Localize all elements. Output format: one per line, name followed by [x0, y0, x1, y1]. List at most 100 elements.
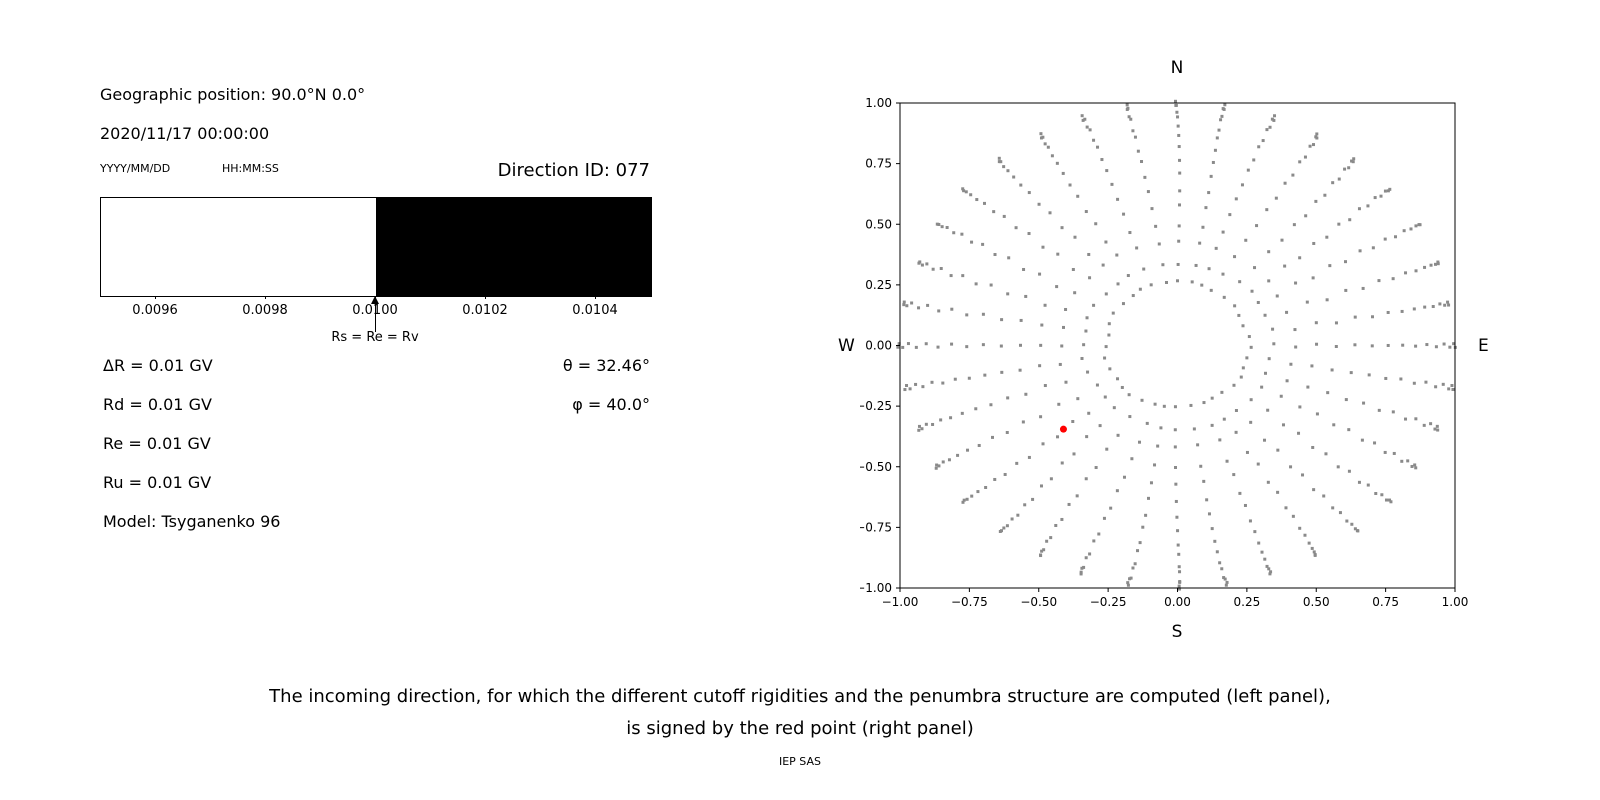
- direction-dot: [1409, 227, 1413, 231]
- y-tick-label: 0.50: [865, 217, 892, 231]
- direction-dot: [1370, 315, 1374, 319]
- direction-dot: [1157, 242, 1161, 246]
- direction-dot: [1441, 382, 1445, 386]
- direction-dot: [1178, 580, 1182, 584]
- direction-dot: [1210, 396, 1214, 400]
- direction-dot: [1153, 463, 1157, 467]
- direction-dot: [1149, 283, 1153, 287]
- direction-dot: [1276, 448, 1280, 452]
- direction-dot: [905, 384, 909, 388]
- direction-dot: [981, 343, 985, 347]
- direction-dot: [1037, 202, 1041, 206]
- direction-dot: [1252, 158, 1256, 162]
- direction-dot: [1240, 183, 1244, 187]
- direction-dot: [1198, 241, 1202, 245]
- direction-dot: [1178, 587, 1182, 591]
- direction-dot: [1060, 226, 1064, 230]
- direction-dot: [1027, 455, 1031, 459]
- direction-dot: [1285, 310, 1289, 314]
- direction-dot: [1211, 160, 1215, 164]
- direction-dot: [967, 376, 971, 380]
- direction-dot: [1104, 345, 1108, 349]
- direction-dot: [1404, 417, 1408, 421]
- direction-dot: [1298, 160, 1302, 164]
- direction-dot: [1103, 356, 1107, 360]
- direction-dot: [1082, 565, 1086, 569]
- direction-dot: [1092, 539, 1096, 543]
- direction-dot: [975, 198, 979, 202]
- direction-dot: [1174, 499, 1178, 503]
- direction-dot: [1222, 576, 1226, 580]
- direction-dot: [920, 263, 924, 267]
- direction-dot: [1394, 235, 1398, 239]
- direction-dot: [930, 380, 934, 384]
- direction-dot: [1107, 333, 1111, 337]
- phi-value: φ = 40.0°: [572, 395, 650, 414]
- penumbra-tick-label: 0.0098: [242, 303, 288, 318]
- y-tick-label: 0.75: [865, 157, 892, 171]
- direction-dot: [966, 448, 970, 452]
- direction-dot: [937, 222, 941, 226]
- direction-dot: [960, 411, 964, 415]
- direction-dot: [1315, 412, 1319, 416]
- direction-dot: [1285, 379, 1289, 383]
- direction-dot: [1245, 356, 1249, 360]
- direction-dot: [1292, 223, 1296, 227]
- direction-dot: [962, 498, 966, 502]
- direction-dot: [1328, 264, 1332, 268]
- direction-dot: [1383, 189, 1387, 193]
- direction-dot: [1446, 300, 1450, 304]
- direction-dot: [1238, 280, 1242, 284]
- direction-dot: [952, 231, 956, 235]
- direction-dot: [1174, 482, 1178, 486]
- direction-dot: [1311, 276, 1315, 280]
- penumbra-tick-label: 0.0096: [132, 303, 178, 318]
- direction-dot: [1244, 238, 1248, 242]
- direction-dot: [1384, 498, 1388, 502]
- direction-dot: [1205, 498, 1209, 502]
- direction-dot: [1129, 576, 1133, 580]
- direction-dot: [1220, 390, 1224, 394]
- direction-dot: [1266, 480, 1270, 484]
- direction-dot: [1377, 279, 1381, 283]
- direction-dot: [1323, 193, 1327, 197]
- direction-dot: [914, 382, 918, 386]
- direction-dot: [1103, 395, 1107, 399]
- direction-dot: [1322, 494, 1326, 498]
- direction-dot: [901, 345, 905, 349]
- direction-dot: [1225, 459, 1229, 463]
- y-tick-label: −0.75: [860, 520, 892, 534]
- penumbra-region-forbidden: [376, 198, 651, 296]
- direction-dot: [1249, 420, 1253, 424]
- direction-dot: [1272, 118, 1276, 122]
- direction-dot: [950, 307, 954, 311]
- direction-dot: [917, 428, 921, 432]
- direction-dot: [1234, 408, 1238, 412]
- direction-dot: [1337, 177, 1341, 181]
- penumbra-plot: [100, 197, 652, 297]
- caption-line-1: The incoming direction, for which the di…: [269, 686, 1331, 707]
- penumbra-tick-mark: [485, 296, 486, 299]
- direction-dot: [935, 222, 939, 226]
- direction-dot: [931, 267, 935, 271]
- selected-direction-dot: [1059, 425, 1067, 433]
- direction-dot: [1177, 224, 1181, 228]
- direction-dot: [905, 304, 909, 308]
- direction-dot: [1061, 171, 1065, 175]
- direction-dot: [1431, 305, 1435, 309]
- rd-value: Rd = 0.01 GV: [103, 395, 212, 414]
- credit-label: IEP SAS: [778, 755, 822, 768]
- direction-dot: [902, 300, 906, 304]
- direction-dot: [1140, 160, 1144, 164]
- penumbra-tick-mark: [265, 296, 266, 299]
- direction-dot: [1190, 280, 1194, 284]
- direction-dot: [1064, 380, 1068, 384]
- datetime-label: 2020/11/17 00:00:00: [100, 124, 270, 143]
- direction-dot: [965, 497, 969, 501]
- direction-dot: [964, 190, 968, 194]
- direction-dot: [1097, 532, 1101, 536]
- direction-dot: [1241, 324, 1245, 328]
- direction-dot: [1265, 208, 1269, 212]
- direction-dot: [1057, 402, 1061, 406]
- direction-dot: [1080, 566, 1084, 570]
